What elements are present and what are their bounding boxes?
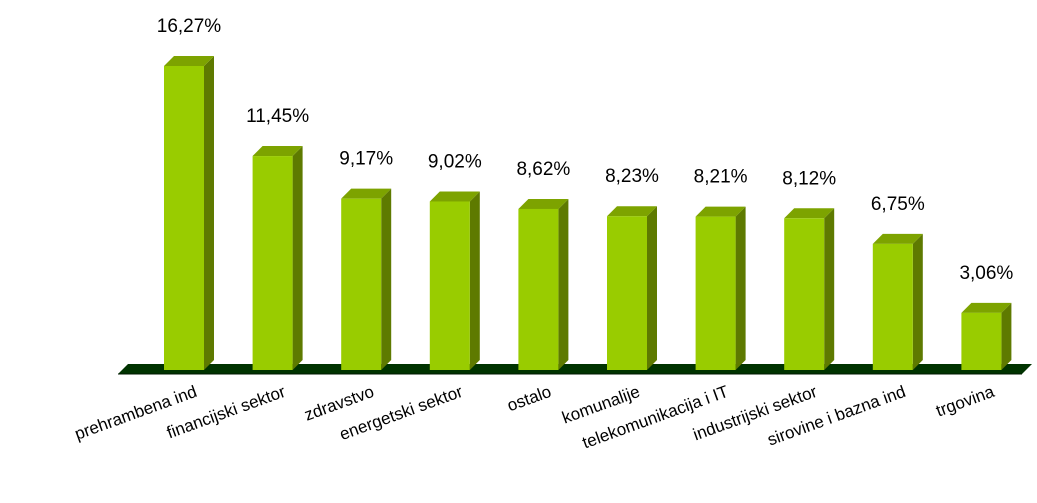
data-label: 6,75% [871,194,925,215]
data-label: 8,21% [694,167,748,188]
bar-front [872,243,913,370]
data-label: 3,06% [959,263,1013,284]
bar [961,302,1012,370]
bar-top [164,56,214,66]
data-label: 9,02% [428,151,482,172]
data-label: 9,17% [339,149,393,170]
category-label: trgovina [933,382,997,421]
bar-side [1001,302,1012,370]
category-label: ostalo [505,382,554,415]
bar-top [872,233,923,244]
bar-top [518,198,569,209]
bar-side [912,233,923,370]
bar [164,56,214,370]
bar-top [607,206,657,217]
bar-top [429,191,480,202]
bar-top [784,208,835,219]
bar [429,191,480,370]
bar-top [695,206,746,217]
bar-side [292,146,303,370]
bar-front [607,216,647,370]
bar-side [735,206,746,370]
bar [784,208,835,370]
bar-side [824,208,835,370]
bar-side [558,198,569,370]
bar-front [252,156,293,370]
bar-front [695,216,736,370]
bar-front [518,208,559,370]
bar [695,206,746,370]
bar-front [429,201,470,370]
bar-front [341,198,382,370]
bar [341,188,392,370]
data-label: 16,27% [157,16,222,37]
bar-side [469,191,480,370]
bar [607,206,657,370]
bar-side [647,206,657,370]
data-label: 8,23% [605,166,659,187]
data-label: 8,12% [782,168,836,189]
bar [252,146,303,370]
bar-front [784,218,825,370]
data-label: 8,62% [516,159,570,180]
bar-side [381,188,392,370]
bar-front [961,312,1002,370]
bar [872,233,923,370]
bar-top [961,302,1012,313]
category-label: telekomunikacija i IT [580,382,731,453]
bar-side [204,56,214,370]
bar [518,198,569,370]
data-label: 11,45% [246,106,309,127]
bar-top [252,146,303,157]
bar-top [341,188,392,199]
bar-front [164,66,204,370]
